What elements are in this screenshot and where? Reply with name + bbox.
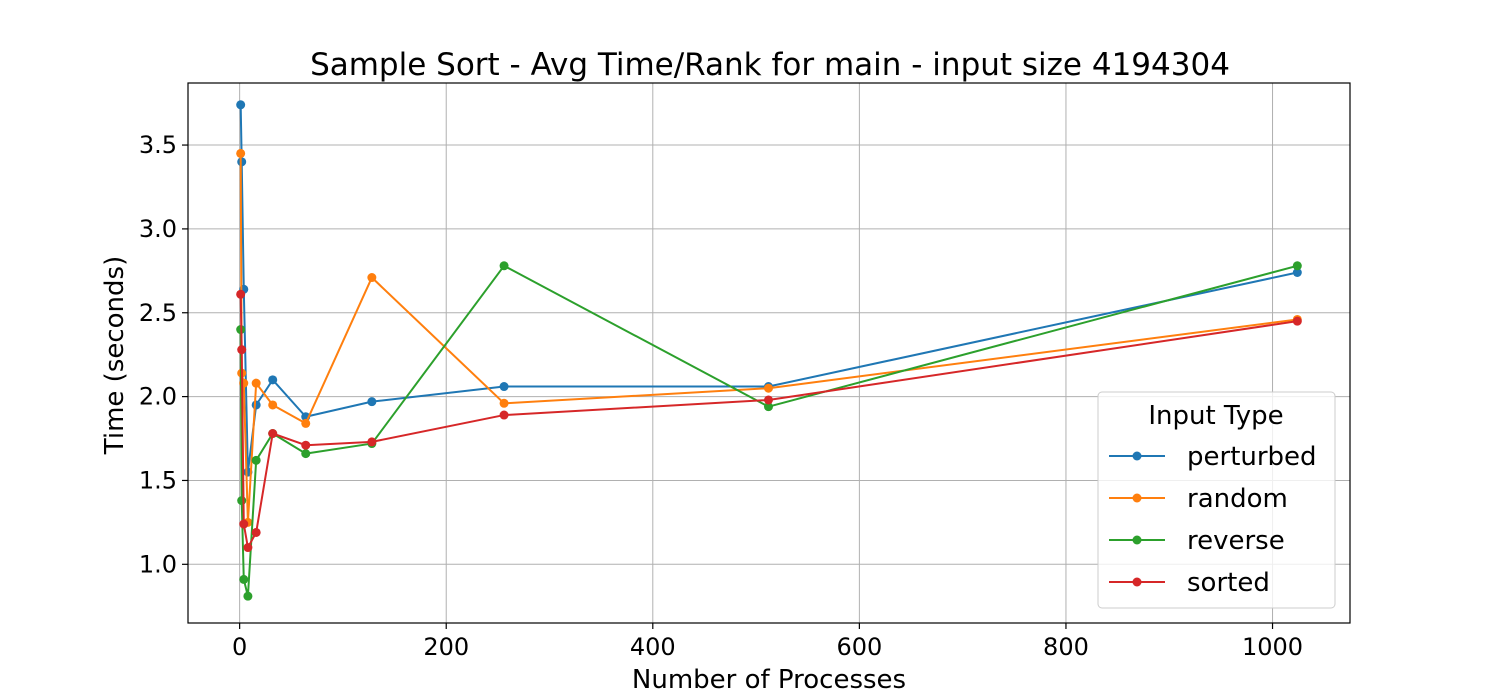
data-point-random bbox=[236, 148, 246, 158]
data-point-reverse bbox=[1292, 261, 1302, 271]
x-axis-label: Number of Processes bbox=[632, 665, 906, 695]
legend-marker bbox=[1132, 535, 1142, 545]
legend-item-perturbed: perturbed bbox=[1109, 442, 1317, 472]
data-point-perturbed bbox=[251, 400, 261, 410]
data-point-random bbox=[301, 418, 311, 428]
legend-item-sorted: sorted bbox=[1109, 568, 1270, 598]
data-point-reverse bbox=[239, 574, 249, 584]
data-point-random bbox=[251, 378, 261, 388]
data-point-perturbed bbox=[268, 375, 278, 385]
legend: Input Type perturbed random reverse sorted bbox=[1097, 391, 1336, 609]
data-point-sorted bbox=[239, 519, 249, 529]
data-point-sorted bbox=[1292, 316, 1302, 326]
x-tick-label: 200 bbox=[423, 633, 469, 661]
data-point-sorted bbox=[251, 527, 261, 537]
data-point-perturbed bbox=[499, 382, 509, 392]
y-axis-ticks: 1.0 1.5 2.0 2.5 3.0 3.5 bbox=[139, 131, 188, 578]
y-tick-label: 1.5 bbox=[139, 466, 177, 494]
x-tick-label: 0 bbox=[232, 633, 247, 661]
data-point-perturbed bbox=[1292, 268, 1302, 278]
legend-marker bbox=[1132, 451, 1142, 461]
y-tick-label: 3.0 bbox=[139, 215, 177, 243]
series-sorted bbox=[236, 289, 1302, 553]
data-point-reverse bbox=[499, 261, 509, 271]
data-point-sorted bbox=[268, 428, 278, 438]
y-tick-label: 1.0 bbox=[139, 550, 177, 578]
data-point-random bbox=[367, 273, 377, 283]
data-point-sorted bbox=[243, 543, 253, 553]
legend-marker bbox=[1132, 493, 1142, 503]
legend-item-reverse: reverse bbox=[1109, 526, 1285, 556]
legend-label: perturbed bbox=[1187, 442, 1317, 472]
legend-marker bbox=[1132, 577, 1142, 587]
data-point-sorted bbox=[367, 437, 377, 447]
data-point-random bbox=[268, 400, 278, 410]
data-point-reverse bbox=[237, 496, 247, 506]
data-point-random bbox=[499, 398, 509, 408]
data-point-sorted bbox=[499, 410, 509, 420]
data-point-reverse bbox=[243, 591, 253, 601]
data-point-random bbox=[763, 383, 773, 393]
y-axis-label: Time (seconds) bbox=[100, 256, 130, 455]
data-point-reverse bbox=[301, 449, 311, 459]
data-point-sorted bbox=[301, 440, 311, 450]
data-point-reverse bbox=[251, 455, 261, 465]
legend-label: random bbox=[1187, 484, 1288, 514]
data-point-sorted bbox=[236, 289, 246, 299]
y-tick-label: 2.0 bbox=[139, 383, 177, 411]
y-tick-label: 3.5 bbox=[139, 131, 177, 159]
legend-label: reverse bbox=[1187, 526, 1285, 556]
chart-title: Sample Sort - Avg Time/Rank for main - i… bbox=[310, 47, 1230, 83]
data-point-reverse bbox=[763, 402, 773, 412]
legend-label: sorted bbox=[1187, 568, 1270, 598]
plot-frame bbox=[187, 82, 1351, 624]
y-tick-label: 2.5 bbox=[139, 299, 177, 327]
legend-box bbox=[1097, 391, 1336, 609]
legend-title: Input Type bbox=[1148, 401, 1283, 431]
data-point-perturbed bbox=[236, 100, 246, 110]
x-tick-label: 400 bbox=[630, 633, 676, 661]
legend-items: perturbed random reverse sorted bbox=[1109, 442, 1317, 598]
data-point-perturbed bbox=[367, 397, 377, 407]
data-point-sorted bbox=[237, 345, 247, 355]
data-point-sorted bbox=[763, 395, 773, 405]
series-layer bbox=[236, 100, 1302, 601]
x-tick-label: 1000 bbox=[1242, 633, 1303, 661]
x-axis-ticks: 0 200 400 600 800 1000 bbox=[232, 623, 1303, 661]
x-tick-label: 600 bbox=[836, 633, 882, 661]
legend-item-random: random bbox=[1109, 484, 1288, 514]
x-tick-label: 800 bbox=[1043, 633, 1089, 661]
